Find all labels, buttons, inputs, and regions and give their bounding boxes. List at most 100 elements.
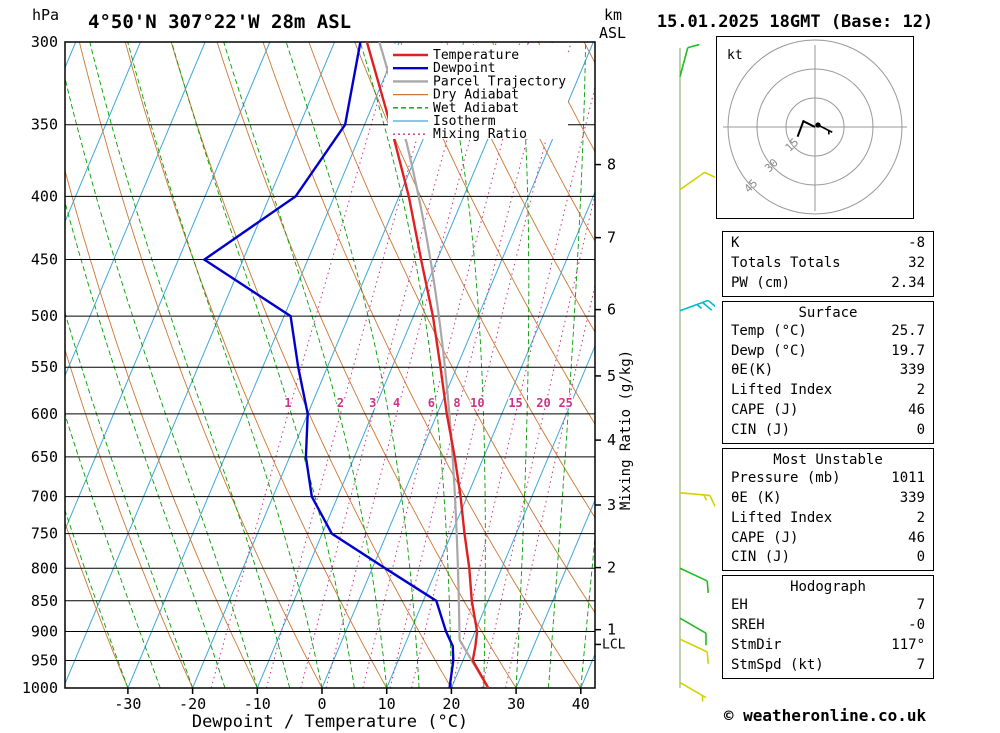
stat-value: 0 (916, 422, 925, 438)
svg-text:950: 950 (31, 651, 58, 669)
svg-text:400: 400 (31, 187, 58, 205)
stat-value: 339 (899, 362, 925, 379)
svg-text:LCL: LCL (602, 637, 626, 652)
stat-value: 32 (908, 254, 925, 271)
dewpoint-curve (202, 42, 455, 688)
temperature-curve (365, 42, 490, 688)
svg-text:3: 3 (369, 396, 376, 410)
svg-text:6: 6 (607, 301, 616, 319)
hodograph-unit-label: kt (727, 48, 743, 63)
copyright: © weatheronline.co.uk (723, 706, 927, 725)
stat-label: SREH (731, 617, 765, 634)
stat-row: CAPE (J) 46 (723, 401, 933, 421)
sounding-curves (202, 42, 490, 688)
stat-row: Lifted Index 2 (723, 381, 933, 401)
skewt-chart: 1 2 3 4 6 8 10 15 20 25 TemperatureDewpointParcel… (22, 6, 715, 732)
stat-value: 1011 (891, 469, 925, 486)
altitude-unit-asl-label: ASL (599, 24, 626, 42)
stat-label: EH (731, 597, 748, 614)
svg-text:40: 40 (572, 695, 590, 713)
svg-text:-10: -10 (244, 695, 271, 713)
stat-value: 46 (908, 529, 925, 546)
svg-text:10: 10 (378, 695, 396, 713)
parcel-curve (378, 42, 490, 688)
svg-text:850: 850 (31, 592, 58, 610)
stat-value: 19.7 (891, 342, 925, 359)
svg-text:Mixing Ratio: Mixing Ratio (433, 127, 527, 142)
mixing-ratio-value-labels: 1 2 3 4 6 8 10 15 20 25 (283, 394, 575, 411)
stat-value: 2 (916, 382, 925, 399)
stats-section-hodograph: Hodograph EH 7 SREH -0 StmDir 117° StmSpd (kt) 7 (722, 575, 934, 679)
stat-label: StmDir (731, 637, 782, 653)
stat-row: θE (K) 339 (723, 489, 933, 509)
svg-text:-30: -30 (114, 695, 141, 713)
stat-row: SREH -0 (723, 616, 933, 636)
svg-text:Dewpoint: Dewpoint (433, 61, 496, 76)
stat-row: CIN (J) 0 (723, 421, 933, 441)
svg-text:Parcel Trajectory: Parcel Trajectory (433, 74, 566, 89)
info-tables: K -8 Totals Totals 32 PW (cm) 2.34 Surface Temp… (722, 231, 934, 683)
svg-text:600: 600 (31, 405, 58, 423)
svg-text:Wet Adiabat: Wet Adiabat (433, 101, 519, 116)
plot-background-lines (65, 42, 595, 688)
stat-value: 2 (916, 509, 925, 526)
svg-text:15: 15 (508, 396, 522, 410)
svg-text:800: 800 (31, 559, 58, 577)
section-header: Most Unstable (773, 451, 883, 468)
svg-text:15: 15 (783, 136, 802, 155)
stat-value: -8 (908, 235, 925, 251)
section-header: Hodograph (790, 579, 866, 596)
stat-label: θE (K) (731, 489, 782, 506)
stat-value: -0 (908, 617, 925, 634)
svg-text:650: 650 (31, 448, 58, 466)
stat-label: CAPE (J) (731, 402, 799, 419)
svg-text:20: 20 (442, 695, 460, 713)
svg-text:1000: 1000 (22, 679, 58, 697)
stat-row: Temp (°C) 25.7 (723, 322, 933, 342)
stat-row: Totals Totals 32 (723, 254, 933, 274)
svg-text:8: 8 (453, 396, 460, 410)
stat-label: Pressure (mb) (731, 469, 841, 486)
stat-row: CAPE (J) 46 (723, 529, 933, 549)
stat-value: 25.7 (891, 322, 925, 339)
svg-text:350: 350 (31, 116, 58, 134)
stat-value: 7 (916, 656, 925, 673)
svg-text:4: 4 (607, 431, 616, 449)
svg-text:Isotherm: Isotherm (433, 114, 496, 129)
stat-row: Lifted Index 2 (723, 509, 933, 529)
svg-text:10: 10 (470, 396, 484, 410)
svg-text:Temperature: Temperature (433, 48, 519, 63)
stat-row: θE(K) 339 (723, 361, 933, 381)
stat-label: CAPE (J) (731, 529, 799, 546)
section-header: Surface (798, 304, 858, 321)
svg-text:5: 5 (607, 367, 616, 385)
svg-text:700: 700 (31, 488, 58, 506)
svg-text:550: 550 (31, 358, 58, 376)
altitude-unit-km-label: km (604, 6, 622, 24)
stat-row: CIN (J) 0 (723, 548, 933, 568)
mixing-ratio-axis-label: Mixing Ratio (g/kg) (618, 350, 634, 510)
axis-ticks-and-labels: 3003504004505005506006507007508008509009… (22, 33, 626, 713)
stat-value: 0 (916, 549, 925, 566)
stat-row: StmDir 117° (723, 636, 933, 656)
stat-label: CIN (J) (731, 549, 791, 566)
stats-section-surface: Surface Temp (°C) 25.7 Dewp (°C) 19.7 θE(K) 33… (722, 300, 934, 444)
stats-section-most-unstable: Most Unstable Pressure (mb) 1011 θE (K) 339 L… (722, 447, 934, 572)
stat-label: Dewp (°C) (731, 342, 807, 359)
svg-text:3: 3 (607, 496, 616, 514)
stat-label: StmSpd (kt) (731, 656, 824, 673)
stat-label: K (731, 235, 740, 251)
stat-label: Lifted Index (731, 382, 833, 399)
plot-frame (64, 41, 596, 689)
pressure-unit-label: hPa (32, 6, 59, 24)
svg-text:0: 0 (317, 695, 326, 713)
stat-label: Temp (°C) (731, 322, 807, 339)
stat-value: 7 (916, 597, 925, 614)
svg-text:2: 2 (607, 559, 616, 577)
svg-text:4: 4 (393, 396, 400, 410)
stat-row: Dewp (°C) 19.7 (723, 342, 933, 362)
x-axis-title: Dewpoint / Temperature (°C) (192, 712, 468, 732)
